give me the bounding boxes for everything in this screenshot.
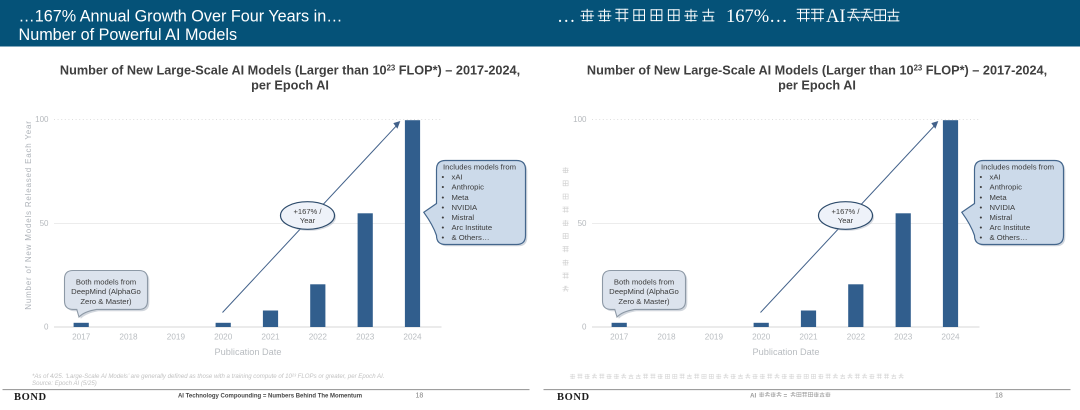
svg-text:2019: 2019 <box>705 333 724 342</box>
svg-text:0: 0 <box>582 323 587 332</box>
svg-text:2017: 2017 <box>610 333 629 342</box>
svg-text:Both models from: Both models from <box>614 278 674 287</box>
svg-text:50: 50 <box>40 219 49 228</box>
svg-text:167%…: 167%… <box>726 7 788 27</box>
svg-text:xAI: xAI <box>990 173 1001 182</box>
svg-text:Meta: Meta <box>452 193 470 202</box>
svg-text:per Epoch AI: per Epoch AI <box>778 79 856 93</box>
svg-text:Publication Date: Publication Date <box>215 347 282 357</box>
svg-text:*As of 4/25. ‘Large-Scale AI M: *As of 4/25. ‘Large-Scale AI Models’ are… <box>32 373 385 380</box>
svg-text:2024: 2024 <box>403 333 422 342</box>
svg-text:Number of New Models Released: Number of New Models Released Each Year <box>24 120 33 310</box>
svg-text:DeepMind (AlphaGo: DeepMind (AlphaGo <box>71 287 141 296</box>
svg-text:+167% /: +167% / <box>293 207 322 216</box>
svg-text:Includes models from: Includes models from <box>443 163 516 172</box>
svg-text:AI: AI <box>826 7 846 27</box>
svg-text:+167% /: +167% / <box>831 207 860 216</box>
svg-text:Source: Epoch AI (5/25): Source: Epoch AI (5/25) <box>32 380 97 387</box>
svg-text:2017: 2017 <box>72 333 91 342</box>
svg-text:•: • <box>442 223 445 232</box>
svg-text:per Epoch AI: per Epoch AI <box>251 79 329 93</box>
svg-text:•: • <box>442 183 445 192</box>
svg-text:AI: AI <box>750 393 757 400</box>
svg-text:18: 18 <box>995 393 1003 400</box>
svg-text:Includes models from: Includes models from <box>981 163 1054 172</box>
svg-text:Anthropic: Anthropic <box>990 183 1023 192</box>
svg-text:2020: 2020 <box>214 333 233 342</box>
svg-text:2020: 2020 <box>752 333 771 342</box>
svg-text:2019: 2019 <box>167 333 186 342</box>
svg-text:Publication Date: Publication Date <box>753 347 820 357</box>
svg-text:2023: 2023 <box>894 333 913 342</box>
svg-text:18: 18 <box>416 393 424 400</box>
svg-text:•: • <box>980 193 983 202</box>
svg-text:Year: Year <box>300 216 316 225</box>
svg-text:Meta: Meta <box>990 193 1008 202</box>
svg-text:DeepMind (AlphaGo: DeepMind (AlphaGo <box>609 287 679 296</box>
svg-text:2018: 2018 <box>119 333 138 342</box>
svg-text:100: 100 <box>573 115 587 124</box>
svg-text:Zero & Master): Zero & Master) <box>80 297 132 306</box>
svg-text:•: • <box>980 173 983 182</box>
svg-text:2022: 2022 <box>847 333 866 342</box>
svg-text:•: • <box>980 213 983 222</box>
svg-text:2022: 2022 <box>309 333 328 342</box>
svg-text:Anthropic: Anthropic <box>452 183 485 192</box>
svg-text:•: • <box>980 223 983 232</box>
svg-text:•: • <box>442 213 445 222</box>
svg-text:BOND: BOND <box>557 392 590 403</box>
svg-text:•: • <box>442 233 445 242</box>
svg-text:2023: 2023 <box>356 333 375 342</box>
svg-text:Mistral: Mistral <box>452 213 475 222</box>
svg-text:AI Technology Compounding = Nu: AI Technology Compounding = Numbers Behi… <box>178 394 362 400</box>
svg-text:•: • <box>980 233 983 242</box>
svg-text:•: • <box>980 183 983 192</box>
svg-text:2021: 2021 <box>261 333 280 342</box>
svg-text:Both models from: Both models from <box>76 278 136 287</box>
svg-text:…: … <box>557 7 576 27</box>
svg-text:Number of New Large-Scale AI M: Number of New Large-Scale AI Models (Lar… <box>60 63 520 78</box>
svg-text:BOND: BOND <box>14 392 47 403</box>
svg-text:NVIDIA: NVIDIA <box>452 203 479 212</box>
svg-text:=: = <box>784 393 788 400</box>
svg-text:•: • <box>980 203 983 212</box>
svg-text:& Others…: & Others… <box>990 233 1028 242</box>
svg-text:2021: 2021 <box>799 333 818 342</box>
svg-text:Year: Year <box>838 216 854 225</box>
svg-text:& Others…: & Others… <box>452 233 490 242</box>
svg-text:50: 50 <box>578 219 587 228</box>
svg-text:NVIDIA: NVIDIA <box>990 203 1017 212</box>
svg-text:2024: 2024 <box>941 333 960 342</box>
svg-text:Mistral: Mistral <box>990 213 1013 222</box>
svg-text:0: 0 <box>44 323 49 332</box>
svg-text:Number of Powerful AI Models: Number of Powerful AI Models <box>19 26 238 44</box>
svg-text:•: • <box>442 193 445 202</box>
svg-text:Arc Institute: Arc Institute <box>990 223 1031 232</box>
svg-text:…167% Annual Growth Over Four: …167% Annual Growth Over Four Years in… <box>19 8 343 26</box>
svg-text:Number of New Large-Scale AI M: Number of New Large-Scale AI Models (Lar… <box>587 63 1047 78</box>
svg-text:xAI: xAI <box>452 173 463 182</box>
svg-text:•: • <box>442 203 445 212</box>
svg-text:2018: 2018 <box>657 333 676 342</box>
svg-text:•: • <box>442 173 445 182</box>
svg-text:Arc Institute: Arc Institute <box>452 223 493 232</box>
svg-text:100: 100 <box>35 115 49 124</box>
svg-text:Zero & Master): Zero & Master) <box>618 297 670 306</box>
